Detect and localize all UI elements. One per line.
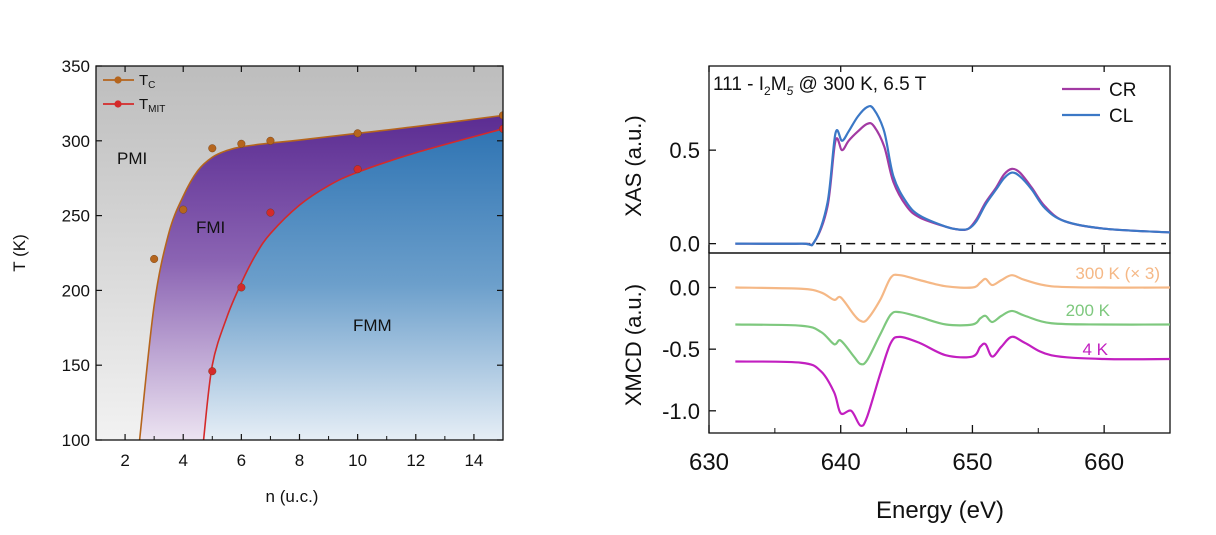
tc-points bbox=[150, 111, 503, 263]
axes-a: 2 4 6 8 10 12 14 100 150 200 250 300 350 bbox=[62, 57, 504, 470]
plot-frame-xmcd bbox=[708, 252, 1171, 434]
xmcd-label-200k: 200 K bbox=[1066, 301, 1111, 320]
y-tick-label-a: 250 bbox=[62, 207, 90, 226]
x-tick-label-a: 14 bbox=[464, 451, 483, 470]
x-tick-label-b: 660 bbox=[1084, 449, 1124, 476]
xas-line-cr bbox=[735, 122, 1171, 247]
spectra-panel: 630 640 650 660 0.0 0.5 0.0 -0.5 -1.0 111 - I2M5… bbox=[621, 65, 1171, 524]
xmcd-label-4k: 4 K bbox=[1082, 340, 1108, 359]
x-tick-label-a: 6 bbox=[237, 451, 246, 470]
y-axis-label-xmcd: XMCD (a.u.) bbox=[621, 284, 646, 406]
y-tick-label-xas: 0.5 bbox=[669, 138, 700, 163]
tc-point bbox=[150, 254, 159, 263]
legend-xas: CR CL bbox=[1062, 80, 1136, 127]
y-tick-label-a: 100 bbox=[62, 431, 90, 450]
tc-point bbox=[179, 205, 188, 214]
xmcd-line-2 bbox=[735, 335, 1171, 427]
legend-tmit-label: TMIT bbox=[139, 96, 165, 115]
tc-point bbox=[499, 111, 503, 120]
tc-point bbox=[353, 129, 362, 138]
fmm-region bbox=[203, 128, 503, 440]
legend-tmit-marker bbox=[114, 100, 122, 108]
tc-point bbox=[266, 136, 275, 145]
y-tick-label-a: 350 bbox=[62, 57, 90, 76]
y-tick-label-xmcd: 0.0 bbox=[669, 276, 700, 301]
x-tick-label-b: 640 bbox=[821, 449, 861, 476]
phase-diagram: 2 4 6 8 10 12 14 100 150 200 250 300 350 PMI FMI FMM… bbox=[10, 57, 504, 506]
tmit-point bbox=[499, 124, 503, 133]
x-tick-label-a: 4 bbox=[178, 451, 187, 470]
region-label-pmi: PMI bbox=[117, 149, 147, 168]
x-tick-label-b: 650 bbox=[952, 449, 992, 476]
tmit-point bbox=[266, 208, 275, 217]
xmcd-lines bbox=[735, 273, 1171, 427]
tmit-point bbox=[208, 367, 217, 376]
x-axis-label-b: Energy (eV) bbox=[876, 497, 1004, 524]
xmcd-line-0 bbox=[735, 273, 1171, 323]
tmit-point bbox=[237, 283, 246, 292]
xmcd-label-300k: 300 K (× 3) bbox=[1075, 264, 1160, 283]
region-label-fmm: FMM bbox=[353, 316, 392, 335]
y-tick-label-a: 200 bbox=[62, 281, 90, 300]
y-axis-label-a: T (K) bbox=[10, 234, 29, 271]
tmit-points bbox=[208, 124, 503, 376]
x-tick-label-a: 10 bbox=[348, 451, 367, 470]
legend-cl-label: CL bbox=[1109, 106, 1133, 127]
x-axis-label-a: n (u.c.) bbox=[266, 487, 319, 506]
legend-cr-label: CR bbox=[1109, 80, 1136, 101]
x-tick-label-a: 8 bbox=[295, 451, 304, 470]
y-tick-label-a: 150 bbox=[62, 356, 90, 375]
tmit-point bbox=[353, 165, 362, 174]
xmcd-line-1 bbox=[735, 309, 1171, 366]
xas-line-cl bbox=[735, 104, 1171, 247]
tc-point bbox=[237, 139, 246, 148]
xas-lines bbox=[735, 104, 1171, 247]
legend-tc-label: TC bbox=[139, 72, 155, 91]
legend-a: TC TMIT bbox=[103, 72, 165, 115]
x-tick-label-b: 630 bbox=[689, 449, 729, 476]
xas-annotation: 111 - I2M5 @ 300 K, 6.5 T bbox=[713, 74, 927, 98]
x-tick-label-a: 12 bbox=[406, 451, 425, 470]
y-tick-label-xas: 0.0 bbox=[669, 232, 700, 257]
tmit-fit-line bbox=[202, 128, 503, 440]
legend-tc-marker bbox=[114, 76, 122, 84]
axes-b: 630 640 650 660 0.0 0.5 0.0 -0.5 -1.0 bbox=[662, 66, 1171, 476]
x-tick-label-a: 2 bbox=[120, 451, 129, 470]
tc-point bbox=[208, 144, 217, 153]
y-tick-label-xmcd: -0.5 bbox=[662, 337, 700, 362]
y-tick-label-a: 300 bbox=[62, 132, 90, 151]
y-axis-label-xas: XAS (a.u.) bbox=[621, 115, 646, 216]
region-label-fmi: FMI bbox=[196, 218, 225, 237]
y-tick-label-xmcd: -1.0 bbox=[662, 399, 700, 424]
